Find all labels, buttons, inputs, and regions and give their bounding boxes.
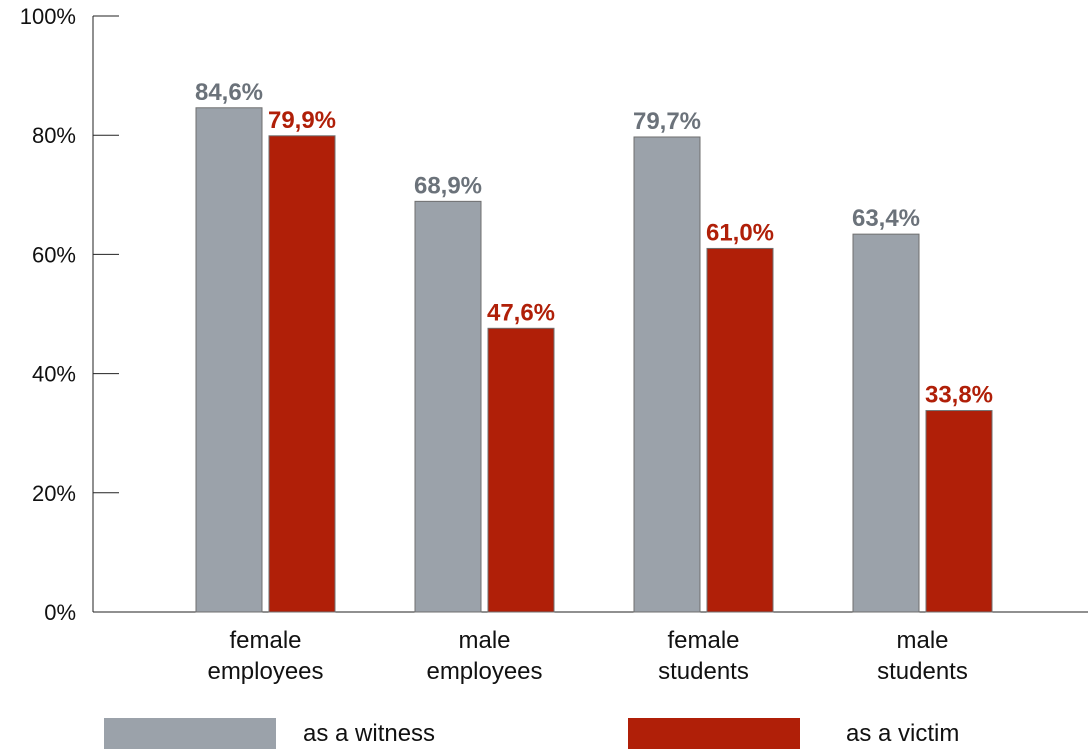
data-label: 63,4%: [852, 205, 920, 232]
y-tick-label: 60%: [32, 242, 76, 267]
legend-swatch-witness: [104, 718, 276, 749]
x-tick-label-line: students: [658, 658, 749, 685]
bar-witness: [195, 107, 263, 613]
legend-label-witness: as a witness: [303, 720, 435, 747]
x-tick-label: male employees: [426, 627, 542, 685]
x-tick-label: male students: [877, 627, 968, 685]
y-tick-label: 100%: [20, 4, 76, 29]
bar-victim: [706, 247, 774, 613]
bar-victim: [268, 135, 336, 613]
x-tick-label: female employees: [207, 627, 323, 685]
y-tick-label: 0%: [44, 600, 76, 625]
data-label: 47,6%: [487, 299, 555, 326]
data-label: 79,9%: [268, 107, 336, 134]
bar-witness: [414, 200, 482, 613]
x-tick-label-line: students: [877, 658, 968, 685]
x-tick-label-line: male: [896, 627, 948, 654]
bar-victim: [925, 410, 993, 613]
x-tick-label-line: female: [667, 627, 739, 654]
legend-label-victim: as a victim: [846, 720, 959, 747]
y-tick-label: 20%: [32, 481, 76, 506]
x-tick-label-line: female: [229, 627, 301, 654]
data-label: 84,6%: [195, 79, 263, 106]
data-label: 79,7%: [633, 108, 701, 135]
data-label: 33,8%: [925, 382, 993, 409]
bar-witness: [852, 233, 920, 613]
y-tick-label: 40%: [32, 362, 76, 387]
data-label: 68,9%: [414, 172, 482, 199]
legend-swatch-victim: [628, 718, 800, 749]
bar-witness: [633, 136, 701, 613]
bar-victim: [487, 327, 555, 613]
x-tick-label-line: employees: [207, 658, 323, 685]
x-tick-label-line: male: [458, 627, 510, 654]
y-tick-label: 80%: [32, 123, 76, 148]
x-tick-label: female students: [658, 627, 749, 685]
x-tick-label-line: employees: [426, 658, 542, 685]
data-label: 61,0%: [706, 219, 774, 246]
